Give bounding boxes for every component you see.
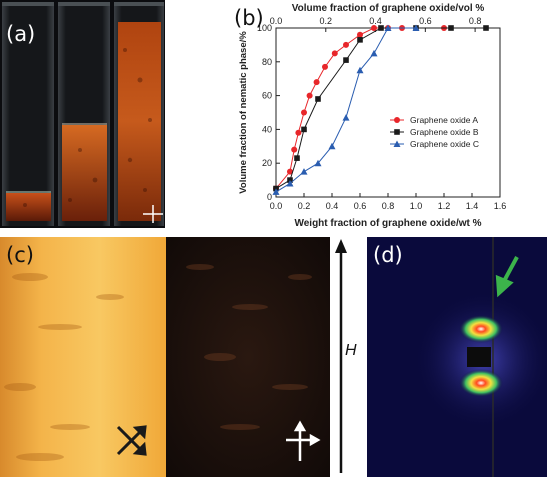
y-tick-label: 40 bbox=[262, 124, 272, 134]
x-tick-label: 0.6 bbox=[354, 201, 367, 211]
legend-marker bbox=[394, 117, 400, 123]
y-tick-label: 80 bbox=[262, 57, 272, 67]
top-x-tick-label: 0.8 bbox=[469, 16, 482, 26]
top-x-tick-label: 0.4 bbox=[369, 16, 382, 26]
top-x-tick-label: 0.2 bbox=[320, 16, 333, 26]
panel-a-label: (a) bbox=[6, 22, 36, 46]
series-2-point bbox=[448, 25, 454, 31]
y-tick-label: 100 bbox=[257, 23, 272, 33]
series-1-point bbox=[287, 168, 293, 175]
series-1-point bbox=[322, 63, 328, 70]
series-3-point bbox=[300, 168, 308, 175]
vial-1-nematic-phase bbox=[6, 193, 51, 221]
series-2-point bbox=[357, 37, 363, 43]
x-tick-label: 1.4 bbox=[466, 201, 479, 211]
series-line-2 bbox=[275, 27, 486, 189]
beam-stop bbox=[467, 347, 491, 367]
series-1-point bbox=[313, 79, 320, 86]
series-1-point bbox=[291, 146, 298, 153]
magnetic-field-arrow bbox=[335, 239, 347, 473]
legend-entry: Graphene oxide B bbox=[410, 127, 479, 137]
legend-marker bbox=[393, 140, 401, 147]
panel-c-polarized-micrographs: (c) bbox=[0, 237, 330, 477]
legend-entry: Graphene oxide A bbox=[410, 115, 478, 125]
green-arrow-icon bbox=[495, 256, 519, 298]
y-tick-label: 60 bbox=[262, 91, 272, 101]
top-x-tick-label: 0.6 bbox=[419, 16, 432, 26]
x-tick-label: 0.8 bbox=[382, 201, 395, 211]
vial-2-nematic-phase bbox=[62, 125, 107, 221]
polarizer-cross-icon bbox=[143, 205, 163, 223]
micrograph-image bbox=[0, 237, 330, 477]
y-tick-label: 20 bbox=[262, 158, 272, 168]
top-x-axis-label: Volume fraction of graphene oxide/vol % bbox=[292, 3, 485, 14]
series-2-point bbox=[343, 57, 349, 63]
y-tick-label: 0 bbox=[267, 192, 272, 202]
x-tick-label: 1.2 bbox=[438, 201, 451, 211]
panel-c-label: (c) bbox=[6, 243, 34, 267]
vials-image bbox=[0, 0, 165, 228]
series-2-point bbox=[301, 126, 307, 133]
crossed-polarizer-half bbox=[166, 237, 330, 477]
series-3-point bbox=[356, 66, 364, 74]
panel-d-scattering-pattern: (d) bbox=[367, 237, 547, 477]
scattering-image bbox=[367, 237, 547, 477]
legend-marker bbox=[394, 129, 400, 135]
top-x-tick-label: 0.0 bbox=[270, 16, 283, 26]
series-1-point bbox=[357, 31, 363, 38]
series-2-point bbox=[378, 25, 384, 31]
series-3-point bbox=[412, 24, 420, 31]
series-1-point bbox=[301, 109, 307, 116]
chart-svg: 0.0 0.2 0.4 0.6 0.8 1.0 1.2 1.4 1.60204060801000… bbox=[238, 3, 507, 229]
series-3-point bbox=[384, 24, 392, 31]
diagonal-polarizer-icon bbox=[116, 425, 147, 456]
series-3-point bbox=[286, 179, 294, 187]
panel-b-chart: (b) 0.0 0.2 0.4 0.6 0.8 1.0 1.2 1.4 1.6 0 20 40 60 80… bbox=[226, 0, 550, 232]
field-label: H bbox=[345, 342, 357, 359]
series-1-point bbox=[371, 25, 377, 31]
plot-frame bbox=[275, 27, 501, 198]
bright-field-half bbox=[0, 237, 166, 477]
series-1-point bbox=[331, 50, 338, 57]
series-line-1 bbox=[275, 27, 444, 189]
upper-scattering-lobe bbox=[459, 315, 503, 343]
lower-scattering-lobe bbox=[459, 369, 503, 397]
series-3-point bbox=[370, 49, 378, 57]
series-2-point bbox=[294, 155, 300, 161]
vial-1 bbox=[2, 4, 54, 226]
series-3-point bbox=[272, 188, 280, 195]
x-tick-label: 0.2 bbox=[298, 201, 311, 211]
panel-b-label: (b) bbox=[234, 6, 264, 30]
nematic-fraction-chart: 0.0 0.2 0.4 0.6 0.8 1.0 1.2 1.4 1.6 0 20 40 60 80 100 0… bbox=[226, 0, 550, 237]
x-tick-label: 0.0 bbox=[270, 201, 283, 211]
series-1-point bbox=[295, 129, 302, 136]
panel-a-vials-photo: (a) bbox=[0, 0, 165, 228]
series-3-point bbox=[314, 159, 322, 167]
vial-3-nematic-phase bbox=[118, 22, 161, 221]
crossed-polarizer-icon bbox=[286, 420, 321, 461]
series-1-point bbox=[343, 41, 349, 48]
series-line-3 bbox=[275, 27, 416, 193]
x-tick-label: 1.6 bbox=[494, 201, 507, 211]
x-tick-label: 0.4 bbox=[326, 201, 339, 211]
series-2-point bbox=[315, 96, 321, 102]
legend-entry: Graphene oxide C bbox=[410, 139, 479, 149]
panel-d-label: (d) bbox=[373, 243, 403, 267]
series-2-point bbox=[483, 25, 489, 31]
x-axis-label: Weight fraction of graphene oxide/wt % bbox=[294, 218, 481, 229]
series-3-point bbox=[328, 142, 336, 150]
series-3-point bbox=[342, 114, 350, 121]
series-1-point bbox=[306, 92, 313, 99]
x-tick-label: 1.0 bbox=[410, 201, 423, 211]
y-axis-label: Volume fraction of nematic phase/% bbox=[238, 31, 249, 194]
